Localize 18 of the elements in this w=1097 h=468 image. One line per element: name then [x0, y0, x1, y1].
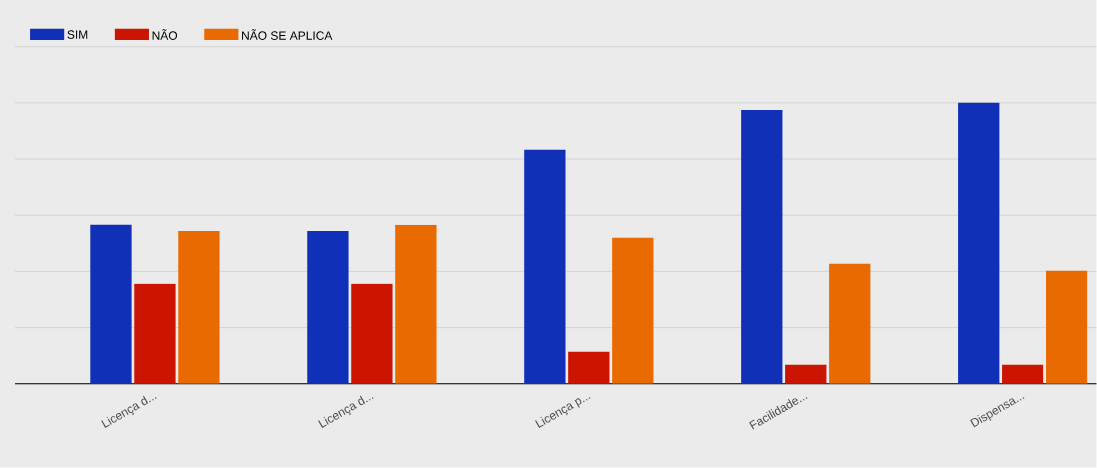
bar: [612, 237, 654, 384]
bar: [395, 224, 437, 384]
bar: [134, 283, 176, 384]
legend-label: NÃO SE APLICA: [242, 29, 333, 40]
bar: [1002, 364, 1044, 384]
bar: [351, 283, 393, 384]
bar: [785, 364, 827, 384]
bar: [568, 351, 610, 384]
legend-label: NÃO: [152, 29, 178, 40]
bar: [1046, 270, 1088, 384]
bar: [90, 224, 132, 384]
bar: [829, 263, 871, 384]
bar: [524, 149, 566, 384]
bar: [307, 231, 349, 384]
bar: [958, 102, 1000, 384]
bar: [741, 110, 783, 384]
legend-label: SIM: [67, 30, 88, 39]
bar: [178, 231, 220, 384]
